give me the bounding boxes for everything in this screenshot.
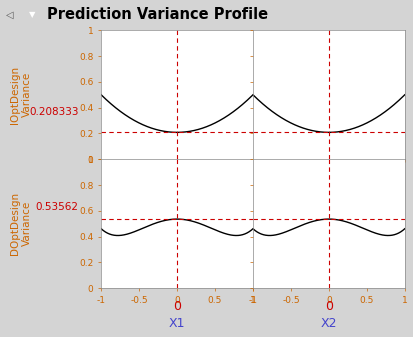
Text: 0.208333: 0.208333 <box>29 106 78 117</box>
Text: 0: 0 <box>325 300 333 313</box>
Text: X1: X1 <box>169 317 185 330</box>
Text: Prediction Variance Profile: Prediction Variance Profile <box>47 7 268 22</box>
Text: X2: X2 <box>320 317 337 330</box>
Text: 0.53562: 0.53562 <box>36 202 78 212</box>
Text: ◁: ◁ <box>6 9 14 19</box>
Text: 0: 0 <box>173 300 181 313</box>
Text: DOptDesign
Variance: DOptDesign Variance <box>10 192 31 255</box>
Text: IOptDesign
Variance: IOptDesign Variance <box>10 66 31 124</box>
Text: ▼: ▼ <box>29 10 35 19</box>
